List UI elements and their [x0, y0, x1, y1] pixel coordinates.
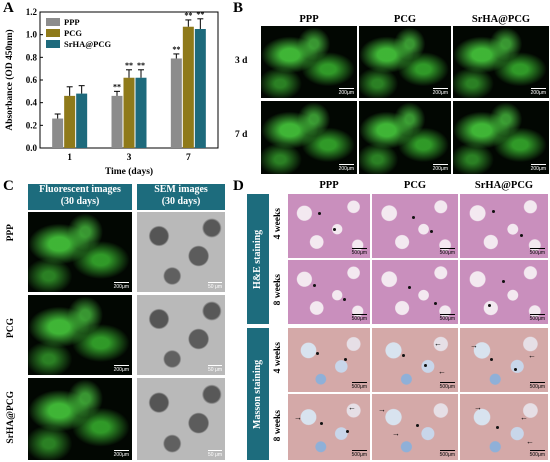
- d-row-label-ms-4w: 4 weeks: [273, 342, 283, 374]
- he-image-ppp-4w: 500μm: [288, 194, 370, 258]
- panel-d-histology: PPP PCG SrHA@PCG H&E staining Masson sta…: [233, 180, 550, 462]
- row-label-ppp: PPP: [6, 224, 16, 242]
- significance-marker: **: [196, 10, 204, 19]
- y-tick-label: 0.4: [26, 98, 38, 108]
- panel-b-fluorescence-grid: PPP PCG SrHA@PCG 3 d 7 d 200μm 200μm 200…: [233, 12, 550, 175]
- col-header-srha-pcg: SrHA@PCG: [471, 14, 531, 25]
- group-label-masson-staining: Masson staining: [247, 328, 269, 460]
- x-tick-label: 7: [186, 153, 191, 163]
- masson-image-pcg-4w: ← ← 500μm: [372, 328, 458, 392]
- row-label-3d: 3 d: [235, 56, 248, 66]
- bar-srha-pcg: [76, 93, 88, 148]
- fluo-image-pcg-7d: 200μm: [359, 101, 451, 174]
- panel-c-header-fluorescent: Fluorescent images (30 days): [28, 184, 132, 210]
- group-label-he-staining: H&E staining: [247, 194, 269, 324]
- sem-image-srha-pcg: 50 μm: [137, 378, 225, 460]
- d-col-header-srha-pcg: SrHA@PCG: [474, 180, 534, 191]
- he-image-srha-pcg-8w: 500μm: [460, 260, 548, 324]
- significance-marker: **: [137, 61, 145, 70]
- significance-marker: **: [184, 11, 192, 20]
- masson-image-srha-pcg-8w: → ← ← 500μm: [460, 394, 548, 460]
- sem-image-pcg: 50 μm: [137, 295, 225, 375]
- x-tick-label: 3: [127, 153, 132, 163]
- fluo-image-srha-pcg-7d: 200μm: [453, 101, 549, 174]
- significance-marker: **: [113, 82, 121, 91]
- fluo-image-ppp-7d: 200μm: [261, 101, 357, 174]
- panel-c-fluorescent-sem: Fluorescent images (30 days) SEM images (3…: [0, 184, 230, 462]
- legend-label: SrHA@PCG: [64, 39, 111, 49]
- bar-ppp: [52, 118, 64, 148]
- row-label-pcg: PCG: [6, 318, 16, 339]
- row-label-srha-pcg: SrHA@PCG: [6, 391, 16, 444]
- fluo-image-pcg-30d: 200μm: [28, 295, 132, 375]
- panel-label-b: B: [233, 0, 244, 16]
- legend-label: PPP: [64, 17, 80, 27]
- y-tick-label: 0.2: [26, 120, 38, 130]
- masson-image-srha-pcg-4w: → ← 500μm: [460, 328, 548, 392]
- he-image-srha-pcg-4w: 500μm: [460, 194, 548, 258]
- legend-label: PCG: [64, 28, 82, 38]
- he-image-pcg-4w: 500μm: [372, 194, 458, 258]
- row-label-7d: 7 d: [235, 130, 248, 140]
- bar-pcg: [123, 77, 135, 148]
- fluo-image-pcg-3d: 200μm: [359, 26, 451, 98]
- y-tick-label: 0.6: [26, 75, 38, 85]
- legend-swatch: [46, 29, 60, 37]
- absorbance-bar-chart: 0.0 0.2 0.4 0.6 0.8 1.0 1.2 Absorbance (OD 450n…: [4, 7, 219, 177]
- panel-label-c: C: [3, 178, 14, 194]
- panel-label-a: A: [3, 0, 14, 16]
- y-tick-label: 1.0: [26, 30, 38, 40]
- y-axis-label: Absorbance (OD 450nm): [4, 29, 15, 130]
- y-tick-label: 1.2: [26, 7, 38, 17]
- panel-c-header-sem: SEM images (30 days): [137, 184, 225, 210]
- x-axis-label: Time (days): [105, 166, 153, 177]
- d-col-header-pcg: PCG: [403, 180, 427, 191]
- col-header-pcg: PCG: [393, 14, 417, 25]
- y-tick-label: 0.0: [26, 143, 38, 153]
- he-image-ppp-8w: 500μm: [288, 260, 370, 324]
- col-header-ppp: PPP: [299, 14, 319, 25]
- d-col-header-ppp: PPP: [319, 180, 339, 191]
- fluo-image-ppp-3d: 200μm: [261, 26, 357, 98]
- bar-srha-pcg: [194, 29, 206, 148]
- significance-marker: **: [125, 61, 133, 70]
- bar-pcg: [64, 95, 76, 148]
- masson-image-ppp-4w: 500μm: [288, 328, 370, 392]
- bar-ppp: [111, 95, 123, 148]
- panel-label-d: D: [233, 178, 244, 194]
- he-image-pcg-8w: 500μm: [372, 260, 458, 324]
- legend-swatch: [46, 18, 60, 26]
- bar-ppp: [170, 58, 182, 148]
- legend-swatch: [46, 40, 60, 48]
- d-row-label-ms-8w: 8 weeks: [273, 410, 283, 442]
- fluo-image-srha-pcg-30d: 200μm: [28, 378, 132, 460]
- significance-marker: **: [172, 45, 180, 54]
- d-row-label-he-8w: 8 weeks: [273, 274, 283, 306]
- y-tick-label: 0.8: [26, 52, 38, 62]
- d-row-label-he-4w: 4 weeks: [273, 208, 283, 240]
- fluo-image-srha-pcg-3d: 200μm: [453, 26, 549, 98]
- bar-srha-pcg: [135, 77, 147, 148]
- fluo-image-ppp-30d: 200μm: [28, 212, 132, 292]
- x-tick-label: 1: [67, 153, 72, 163]
- masson-image-ppp-8w: → ← 500μm: [288, 394, 370, 460]
- sem-image-ppp: 50 μm: [137, 212, 225, 292]
- bar-pcg: [182, 26, 194, 148]
- masson-image-pcg-8w: → → 500μm: [372, 394, 458, 460]
